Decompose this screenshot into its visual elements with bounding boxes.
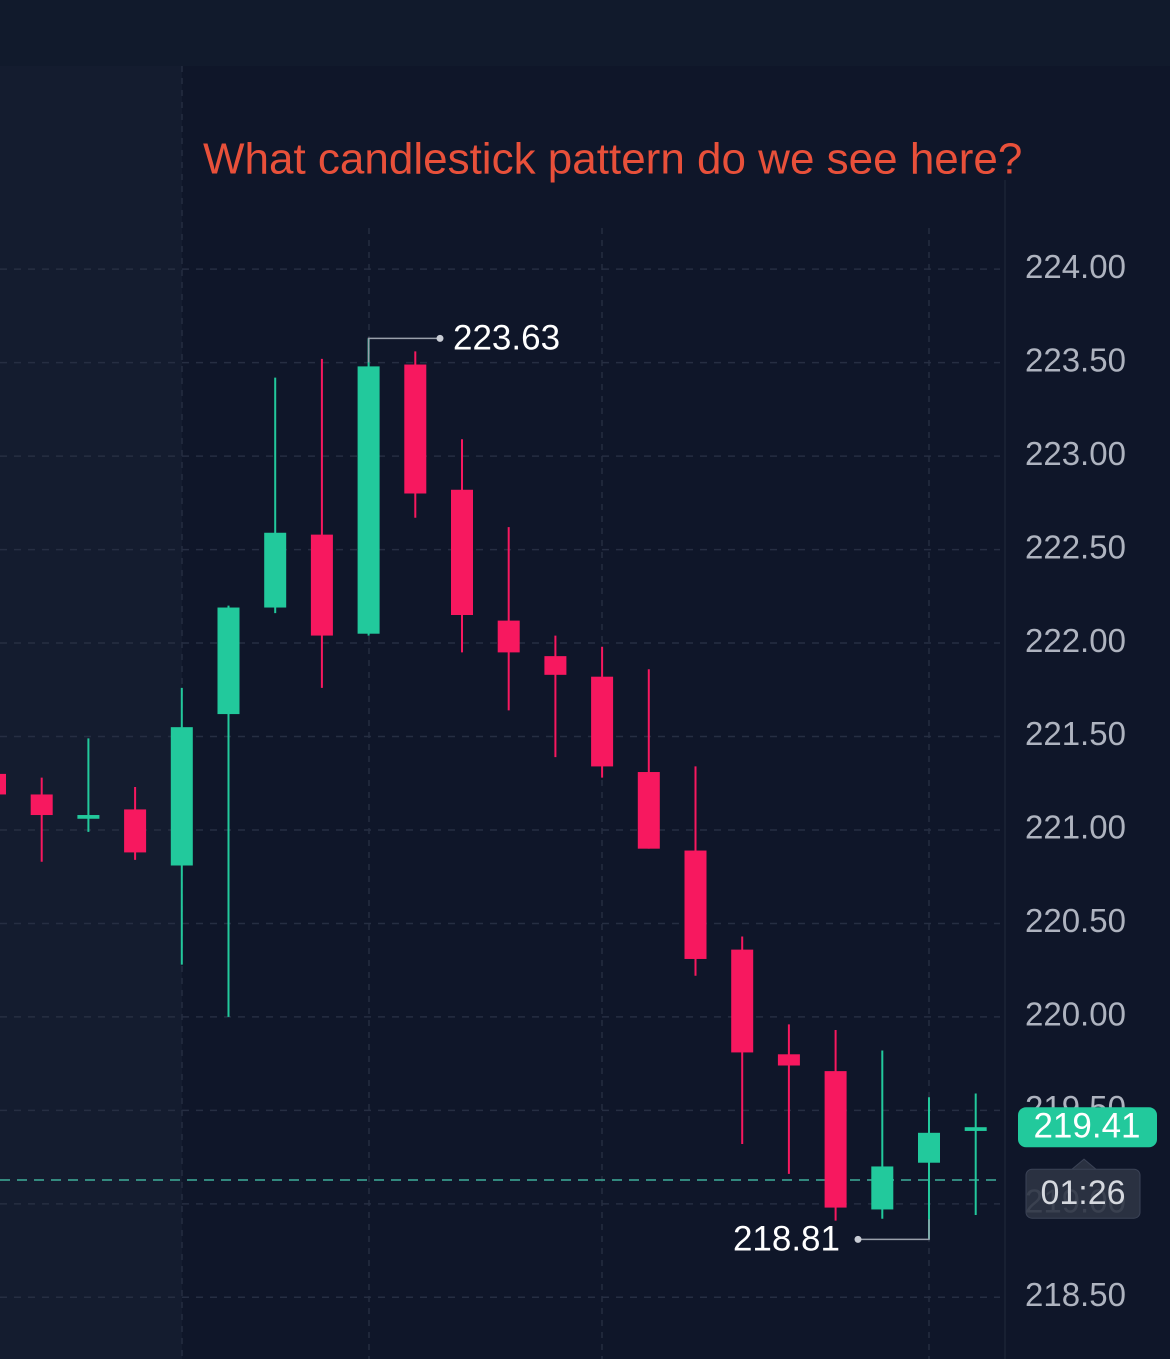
candle-body [824,1071,847,1208]
candle-body [0,773,6,795]
high-marker-label: 223.63 [453,319,560,358]
high-marker-dot [436,334,444,342]
candle-body [217,607,240,715]
low-marker-line [858,1219,930,1241]
y-tick-label: 221.50 [1025,715,1126,752]
candle-body [357,366,380,634]
candle-body [684,850,707,959]
candle-body [404,364,427,494]
countdown-pointer [1071,1158,1097,1170]
time-grid [181,66,930,1359]
candle-body [264,532,287,608]
y-tick-label: 222.00 [1025,622,1126,659]
candle-body [124,809,147,853]
candle-body [497,620,520,653]
low-marker-dot [854,1235,862,1243]
session-shade [0,66,182,1359]
y-tick-label: 220.00 [1025,996,1126,1033]
chart-title: What candlestick pattern do we see here? [203,135,1022,184]
last-price-label: 219.41 [1033,1106,1140,1145]
annotations: 223.63 218.81 219.41 01:26 [367,319,1157,1259]
candle-body [544,656,567,675]
candle-body [637,772,660,849]
countdown-label: 01:26 [1040,1174,1125,1212]
top-strip [0,0,1170,66]
high-marker-line [367,337,440,363]
candle-body [591,676,614,767]
y-tick-label: 223.00 [1025,435,1126,472]
countdown-box [1025,1168,1141,1219]
low-marker-label: 218.81 [733,1220,840,1259]
y-tick-label: 223.50 [1025,341,1126,378]
y-tick-label: 218.50 [1025,1276,1126,1313]
y-tick-label: 220.50 [1025,902,1126,939]
candle-body [170,727,193,866]
candle-body [871,1166,894,1210]
candle-body [964,1127,987,1131]
y-tick-label: 224.00 [1025,248,1126,285]
candle-body [451,489,473,616]
candle-body [310,534,333,636]
last-price-box [1018,1107,1157,1148]
y-tick-label: 222.50 [1025,528,1126,565]
candle-body [731,949,754,1053]
candle-body [777,1054,800,1066]
candle-body [77,815,100,819]
candle-body [30,794,53,816]
y-tick-label: 221.00 [1025,809,1126,846]
candles [0,338,987,1240]
candle-body [918,1132,940,1163]
